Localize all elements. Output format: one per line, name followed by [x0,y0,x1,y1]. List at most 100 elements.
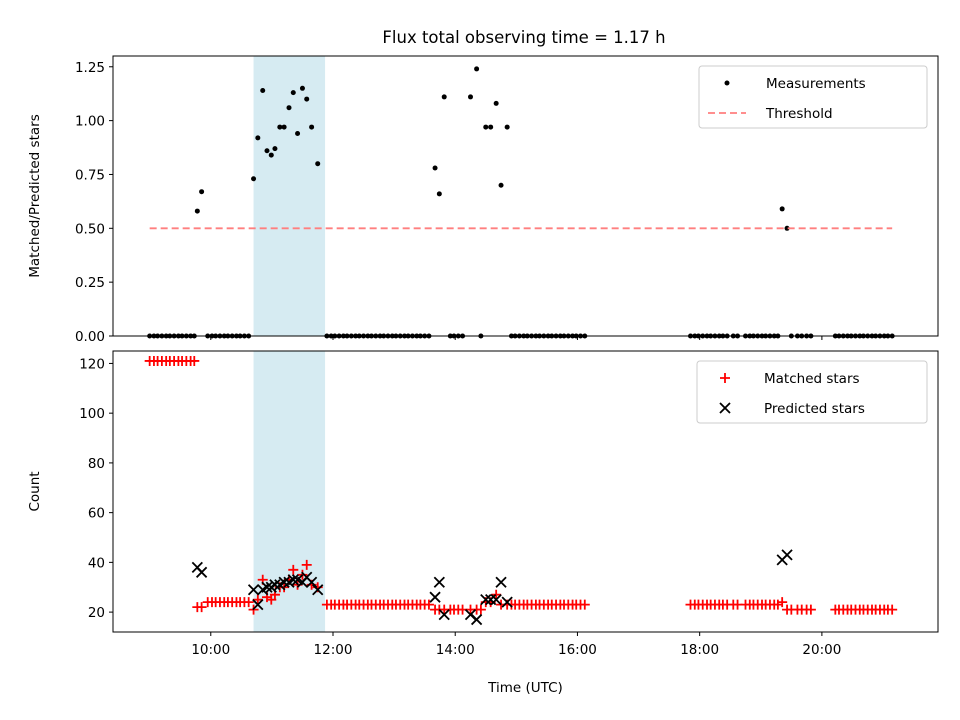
y-axis-label: Count [27,471,43,511]
data-point [255,135,261,141]
data-point [277,124,283,130]
highlight-span [253,56,326,336]
predicted-marker [287,574,299,586]
x-tick-label: 14:00 [436,642,475,658]
matched-marker [579,599,590,610]
series-predicted-stars [191,549,793,626]
y-tick-label: 1.00 [75,114,105,130]
y-tick-label: 60 [88,506,105,522]
data-point [251,176,257,182]
data-point [315,161,321,167]
data-point [286,105,292,111]
legend-label: Threshold [765,106,833,122]
predicted-marker [781,549,793,561]
legend-label: Matched stars [764,371,860,387]
predicted-marker [269,579,281,591]
matched-marker [196,602,207,613]
x-tick-label: 16:00 [558,642,597,658]
matched-marker [252,594,263,605]
data-point [260,87,266,93]
x-tick-label: 18:00 [680,642,719,658]
predicted-marker [278,576,290,588]
y-axis-label: Matched/Predicted stars [27,114,43,277]
legend: Matched stars Predicted stars [696,360,928,424]
predicted-marker [438,608,450,621]
predicted-marker [261,581,273,593]
legend-marker-predicted [719,402,731,414]
predicted-marker [470,613,483,626]
y-tick-label: 100 [79,406,105,422]
data-point [432,165,438,171]
data-point [281,124,287,130]
top-panel: 0.00 0.25 0.50 0.75 1.00 1.25 Matched/Predicte… [27,55,939,345]
matched-marker [777,597,788,608]
y-tick-label: 1.25 [75,60,105,76]
matched-marker [189,355,200,366]
data-point [493,100,499,106]
legend-marker-measurement [724,80,730,86]
legend-box [696,360,928,424]
legend-box [698,65,928,129]
predicted-marker [429,591,441,603]
axes-frame [112,55,939,337]
data-point [488,124,494,130]
predicted-marker [501,596,513,608]
predicted-marker [490,594,502,606]
predicted-marker [312,584,324,596]
predicted-marker [252,599,264,611]
legend-label: Measurements [766,76,866,92]
matched-marker [805,604,816,615]
predicted-marker [495,576,507,588]
data-point [779,206,785,212]
y-tick-label: 0.75 [75,167,105,183]
data-point [272,146,278,152]
matched-marker [243,597,254,608]
data-point [468,94,473,100]
x-tick-label: 12:00 [314,642,353,658]
data-point [498,182,504,188]
data-point [436,191,442,197]
data-point [309,124,315,130]
y-tick-label: 40 [88,555,105,571]
data-point [299,85,305,91]
legend-label: Predicted stars [764,401,865,417]
data-point [784,225,790,231]
data-point [194,208,200,214]
data-point [504,124,510,130]
predicted-marker [480,594,492,606]
matched-marker [887,604,898,615]
chart-title: Flux total observing time = 1.17 h [382,28,665,47]
matched-marker [491,589,502,600]
x-axis-label: Time (UTC) [487,680,563,696]
predicted-marker [305,576,318,588]
legend-marker-matched [720,373,730,383]
data-point [264,148,270,154]
data-point [199,189,205,195]
predicted-marker [433,576,445,588]
y-tick-label: 0.50 [75,221,105,237]
axes-frame [112,350,939,633]
matched-marker [288,564,299,575]
y-tick-label: 0.00 [75,329,105,345]
data-point [483,124,489,130]
predicted-marker [195,566,208,578]
matched-marker [423,599,434,610]
y-tick-label: 80 [88,456,105,472]
x-tick-label: 20:00 [802,642,841,658]
data-point [304,96,310,102]
y-tick-label: 0.25 [75,275,105,291]
legend: Measurements Threshold [698,65,928,129]
data-point [441,94,447,100]
data-point [474,66,480,72]
matched-marker [475,604,486,615]
data-point [290,90,296,96]
data-point [295,131,301,137]
x-tick-label: 10:00 [191,642,230,658]
matched-marker [301,559,312,570]
data-point [268,152,274,158]
predicted-marker [247,584,260,596]
y-tick-label: 20 [88,605,105,621]
bottom-panel: 20 40 60 80 100 120 10:00 12:00 14:00 16:00 18:00 2… [27,350,939,696]
y-tick-label: 120 [79,356,105,372]
